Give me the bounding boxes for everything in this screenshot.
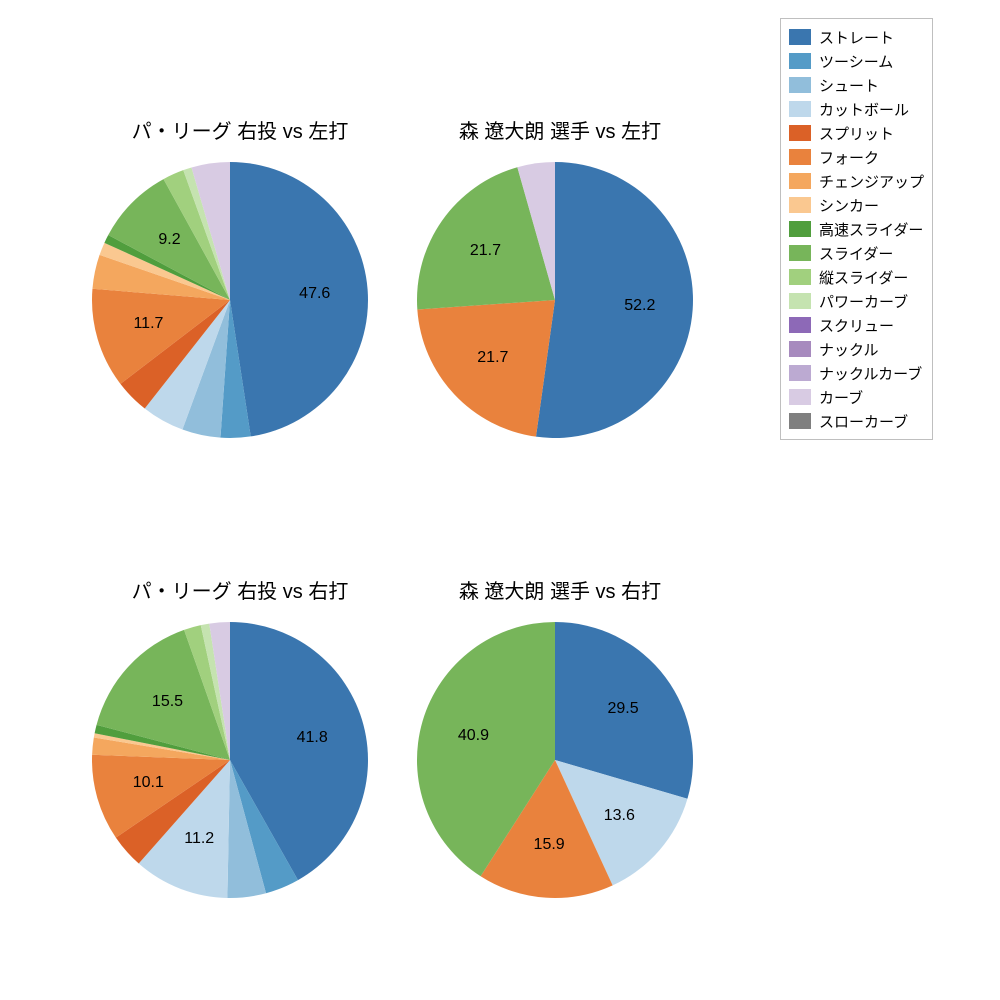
slice-label-br-slider: 40.9	[458, 727, 489, 745]
legend-label: 縦スライダー	[819, 267, 908, 288]
slice-label-br-fork: 15.9	[534, 836, 565, 854]
legend-swatch	[789, 149, 811, 165]
pie-slice-straight	[536, 162, 693, 438]
chart-title-tr: 森 遼大朗 選手 vs 左打	[410, 115, 710, 144]
legend-item-knucklecurve: ナックルカーブ	[789, 361, 924, 385]
slice-label-bl-straight: 41.8	[297, 729, 328, 747]
legend-swatch	[789, 389, 811, 405]
legend-swatch	[789, 317, 811, 333]
slice-label-tr-slider: 21.7	[470, 242, 501, 260]
pie-slice-fork	[417, 300, 555, 437]
legend-label: スプリット	[819, 123, 894, 144]
legend-item-straight: ストレート	[789, 25, 924, 49]
legend-label: チェンジアップ	[819, 171, 924, 192]
legend-swatch	[789, 245, 811, 261]
legend-label: シンカー	[819, 195, 879, 216]
legend-swatch	[789, 53, 811, 69]
legend-swatch	[789, 365, 811, 381]
legend-item-cutball: カットボール	[789, 97, 924, 121]
legend-swatch	[789, 413, 811, 429]
chart-title-bl: パ・リーグ 右投 vs 右打	[90, 575, 390, 604]
slice-label-tl-straight: 47.6	[299, 285, 330, 303]
legend-label: シュート	[819, 75, 879, 96]
legend-swatch	[789, 77, 811, 93]
legend-item-screw: スクリュー	[789, 313, 924, 337]
legend-item-powercurve: パワーカーブ	[789, 289, 924, 313]
legend-swatch	[789, 341, 811, 357]
slice-label-tl-slider: 9.2	[158, 231, 180, 249]
legend-label: ナックル	[819, 339, 879, 360]
legend-item-fork: フォーク	[789, 145, 924, 169]
legend-swatch	[789, 269, 811, 285]
legend-label: スライダー	[819, 243, 893, 264]
legend-swatch	[789, 197, 811, 213]
pie-chart-br	[415, 620, 695, 900]
slice-label-tr-straight: 52.2	[624, 297, 655, 315]
legend-swatch	[789, 173, 811, 189]
legend-label: スローカーブ	[819, 411, 908, 432]
slice-label-bl-slider: 15.5	[152, 693, 183, 711]
legend-item-slider: スライダー	[789, 241, 924, 265]
legend-item-slowcurve: スローカーブ	[789, 409, 924, 433]
slice-label-bl-cutball: 11.2	[184, 830, 214, 848]
legend-label: ストレート	[819, 27, 894, 48]
legend-swatch	[789, 29, 811, 45]
legend-label: カーブ	[819, 387, 863, 408]
legend-item-shoot: シュート	[789, 73, 924, 97]
legend-swatch	[789, 293, 811, 309]
legend-swatch	[789, 221, 811, 237]
pie-chart-bl	[90, 620, 370, 900]
legend-label: ナックルカーブ	[819, 363, 922, 384]
legend-label: パワーカーブ	[819, 291, 908, 312]
legend-label: カットボール	[819, 99, 909, 120]
slice-label-bl-fork: 10.1	[133, 774, 164, 792]
legend-label: ツーシーム	[819, 51, 893, 72]
legend-item-vslider: 縦スライダー	[789, 265, 924, 289]
slice-label-br-straight: 29.5	[607, 700, 638, 718]
legend-swatch	[789, 101, 811, 117]
slice-label-br-cutball: 13.6	[604, 807, 635, 825]
legend-item-curve: カーブ	[789, 385, 924, 409]
chart-title-br: 森 遼大朗 選手 vs 右打	[410, 575, 710, 604]
legend-label: フォーク	[819, 147, 879, 168]
legend-swatch	[789, 125, 811, 141]
legend-item-split: スプリット	[789, 121, 924, 145]
slice-label-tl-fork: 11.7	[133, 315, 163, 333]
legend-label: 高速スライダー	[819, 219, 923, 240]
slice-label-tr-fork: 21.7	[477, 349, 508, 367]
legend-item-knuckle: ナックル	[789, 337, 924, 361]
legend-item-sinker: シンカー	[789, 193, 924, 217]
legend: ストレートツーシームシュートカットボールスプリットフォークチェンジアップシンカー…	[780, 18, 933, 440]
legend-label: スクリュー	[819, 315, 894, 336]
legend-item-changeup: チェンジアップ	[789, 169, 924, 193]
legend-item-hslider: 高速スライダー	[789, 217, 924, 241]
legend-item-twoseam: ツーシーム	[789, 49, 924, 73]
chart-title-tl: パ・リーグ 右投 vs 左打	[90, 115, 390, 144]
